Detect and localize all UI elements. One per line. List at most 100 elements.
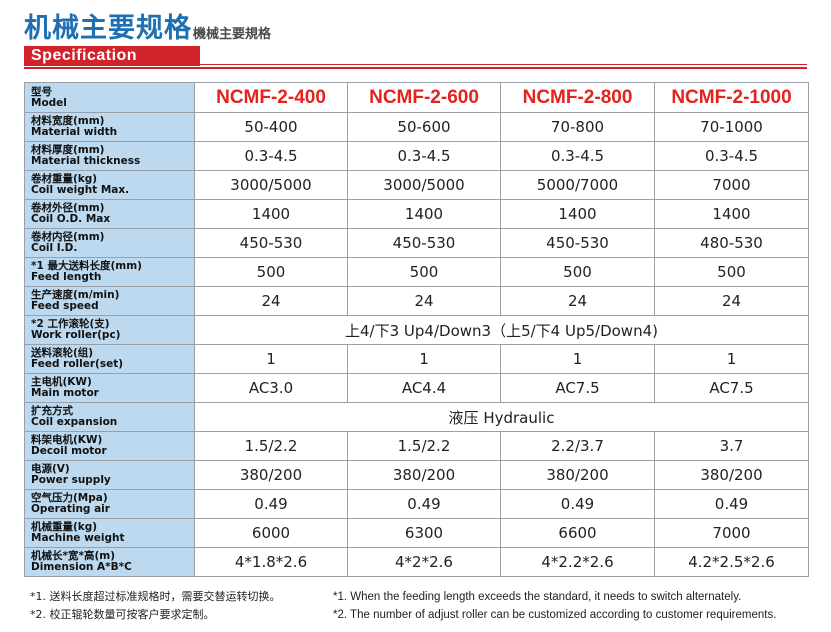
model-name: NCMF-2-800 bbox=[500, 82, 655, 113]
row-label: 送料滚轮(组) Feed roller(set) bbox=[24, 344, 195, 374]
merged-value-cell: 液压 Hydraulic bbox=[194, 402, 809, 432]
row-label: *2 工作滚轮(支) Work roller(pc) bbox=[24, 315, 195, 345]
page-title: 机械主要规格 bbox=[24, 13, 192, 44]
row-label-en: Feed speed bbox=[31, 300, 99, 312]
value-cell: 1.5/2.2 bbox=[194, 431, 348, 461]
value-cell: 1 bbox=[347, 344, 501, 374]
value-cell: 1400 bbox=[500, 199, 655, 229]
table-row: 卷材内径(mm) Coil I.D. 450-530 450-530 450-530 48… bbox=[24, 228, 809, 258]
table-row: 卷材外径(mm) Coil O.D. Max 1400 1400 1400 1400 bbox=[24, 199, 809, 229]
page-subtitle: 機械主要規格 bbox=[193, 27, 272, 42]
table-row: 扩充方式 Coil expansion 液压 Hydraulic bbox=[24, 402, 809, 432]
value-cell: 0.3-4.5 bbox=[654, 141, 809, 171]
value-cell: 380/200 bbox=[194, 460, 348, 490]
row-label: 主电机(KW) Main motor bbox=[24, 373, 195, 403]
value-cell: 1400 bbox=[347, 199, 501, 229]
value-cell: 24 bbox=[347, 286, 501, 316]
value-cell: 7000 bbox=[654, 170, 809, 200]
value-cell: 3000/5000 bbox=[347, 170, 501, 200]
table-row: 空气压力(Mpa) Operating air 0.49 0.49 0.49 0.49 bbox=[24, 489, 809, 519]
table-row: *1 最大送料长度(mm) Feed length 500 500 500 500 bbox=[24, 257, 809, 287]
row-label-zh: *2 工作滚轮(支) bbox=[31, 318, 110, 330]
row-label: 空气压力(Mpa) Operating air bbox=[24, 489, 195, 519]
value-cell: 500 bbox=[654, 257, 809, 287]
value-cell: 380/200 bbox=[654, 460, 809, 490]
value-cell: 450-530 bbox=[347, 228, 501, 258]
value-cell: 380/200 bbox=[347, 460, 501, 490]
value-cell: 0.49 bbox=[500, 489, 655, 519]
row-label-en: Dimension A*B*C bbox=[31, 561, 132, 573]
row-label: 生产速度(m/min) Feed speed bbox=[24, 286, 195, 316]
row-label-en: Coil O.D. Max bbox=[31, 213, 111, 225]
table-row: 生产速度(m/min) Feed speed 24 24 24 24 bbox=[24, 286, 809, 316]
row-label-zh: 卷材重量(kg) bbox=[31, 173, 98, 185]
value-cell: 450-530 bbox=[500, 228, 655, 258]
row-label-en: Material thickness bbox=[31, 155, 141, 167]
value-cell: 1400 bbox=[654, 199, 809, 229]
row-label: 材料厚度(mm) Material thickness bbox=[24, 141, 195, 171]
row-label-zh: 电源(V) bbox=[31, 463, 70, 475]
value-cell: 1400 bbox=[194, 199, 348, 229]
row-label-zh: 卷材外径(mm) bbox=[31, 202, 105, 214]
value-cell: 0.49 bbox=[654, 489, 809, 519]
value-cell: 0.49 bbox=[347, 489, 501, 519]
value-cell: 5000/7000 bbox=[500, 170, 655, 200]
row-label: 型号 Model bbox=[24, 82, 195, 113]
value-cell: 1.5/2.2 bbox=[347, 431, 501, 461]
row-label: 机械长*宽*高(m) Dimension A*B*C bbox=[24, 547, 195, 577]
value-cell: 50-600 bbox=[347, 112, 501, 142]
row-label-en: Machine weight bbox=[31, 532, 125, 544]
divider-line bbox=[24, 67, 807, 69]
row-label-zh: 主电机(KW) bbox=[31, 376, 92, 388]
row-label-zh: 材料厚度(mm) bbox=[31, 144, 105, 156]
row-label-en: Coil I.D. bbox=[31, 242, 78, 254]
value-cell: 70-800 bbox=[500, 112, 655, 142]
value-cell: 7000 bbox=[654, 518, 809, 548]
table-row: 材料宽度(mm) Material width 50-400 50-600 70-800… bbox=[24, 112, 809, 142]
merged-value-cell: 上4/下3 Up4/Down3（上5/下4 Up5/Down4) bbox=[194, 315, 809, 345]
row-label-en: Coil expansion bbox=[31, 416, 118, 428]
row-label-en: Decoil motor bbox=[31, 445, 107, 457]
notes-zh: *1. 送料长度超过标准规格时，需要交替运转切换。 *2. 校正辊轮数量可按客户… bbox=[30, 588, 281, 624]
note-en-2: *2. The number of adjust roller can be c… bbox=[333, 609, 777, 621]
model-name: NCMF-2-400 bbox=[194, 82, 348, 113]
row-label: 卷材内径(mm) Coil I.D. bbox=[24, 228, 195, 258]
note-zh-2: *2. 校正辊轮数量可按客户要求定制。 bbox=[30, 608, 215, 621]
table-row: 机械长*宽*高(m) Dimension A*B*C 4*1.8*2.6 4*2*2.… bbox=[24, 547, 809, 577]
row-label-en: Operating air bbox=[31, 503, 110, 515]
value-cell: 0.3-4.5 bbox=[500, 141, 655, 171]
row-label-zh: 卷材内径(mm) bbox=[31, 231, 105, 243]
row-label-zh: 生产速度(m/min) bbox=[31, 289, 120, 301]
specification-banner: Specification bbox=[24, 46, 200, 66]
value-cell: 380/200 bbox=[500, 460, 655, 490]
value-cell: AC4.4 bbox=[347, 373, 501, 403]
note-zh-1: *1. 送料长度超过标准规格时，需要交替运转切换。 bbox=[30, 590, 281, 603]
value-cell: 0.3-4.5 bbox=[347, 141, 501, 171]
row-label: 机械重量(kg) Machine weight bbox=[24, 518, 195, 548]
table-row: 料架电机(KW) Decoil motor 1.5/2.2 1.5/2.2 2.2/3.… bbox=[24, 431, 809, 461]
value-cell: 500 bbox=[500, 257, 655, 287]
table-row: 送料滚轮(组) Feed roller(set) 1 1 1 1 bbox=[24, 344, 809, 374]
row-label: 电源(V) Power supply bbox=[24, 460, 195, 490]
table-row: *2 工作滚轮(支) Work roller(pc) 上4/下3 Up4/Down3… bbox=[24, 315, 809, 345]
value-cell: 70-1000 bbox=[654, 112, 809, 142]
value-cell: 24 bbox=[194, 286, 348, 316]
row-label-zh: 扩充方式 bbox=[31, 405, 73, 417]
value-cell: AC7.5 bbox=[654, 373, 809, 403]
value-cell: 50-400 bbox=[194, 112, 348, 142]
row-label-zh: 料架电机(KW) bbox=[31, 434, 103, 446]
note-en-1: *1. When the feeding length exceeds the … bbox=[333, 591, 742, 603]
row-label: 扩充方式 Coil expansion bbox=[24, 402, 195, 432]
row-label: 料架电机(KW) Decoil motor bbox=[24, 431, 195, 461]
row-label: 卷材重量(kg) Coil weight Max. bbox=[24, 170, 195, 200]
table-header-row: 型号 Model NCMF-2-400 NCMF-2-600 NCMF-2-80… bbox=[24, 82, 809, 113]
value-cell: 24 bbox=[500, 286, 655, 316]
value-cell: 480-530 bbox=[654, 228, 809, 258]
table-row: 卷材重量(kg) Coil weight Max. 3000/5000 3000/50… bbox=[24, 170, 809, 200]
value-cell: 0.49 bbox=[194, 489, 348, 519]
row-label-en: Main motor bbox=[31, 387, 99, 399]
divider-thin bbox=[200, 64, 807, 65]
value-cell: 4*1.8*2.6 bbox=[194, 547, 348, 577]
row-label-zh: 材料宽度(mm) bbox=[31, 115, 105, 127]
specification-label: Specification bbox=[31, 47, 138, 64]
